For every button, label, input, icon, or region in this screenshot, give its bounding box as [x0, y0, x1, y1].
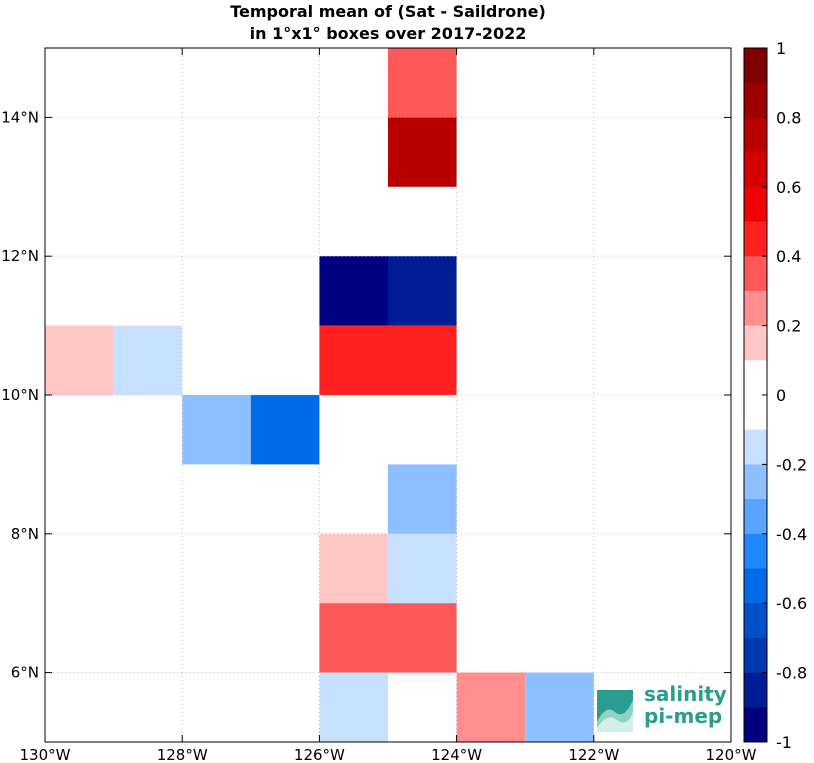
colorbar-segment — [744, 464, 767, 500]
colorbar-tick-label: -0.4 — [776, 525, 807, 544]
x-tick-label: 120°W — [706, 746, 757, 763]
colorbar-segment — [744, 429, 767, 465]
colorbar-segment — [744, 325, 767, 361]
x-tick-label: 126°W — [294, 746, 345, 763]
colorbar-segment — [744, 256, 767, 292]
x-tick-label: 122°W — [568, 746, 619, 763]
axis-ticks — [44, 48, 732, 742]
heatmap-cell — [388, 325, 457, 395]
heatmap-cell — [388, 117, 457, 187]
x-tick-labels: 130°W 128°W 126°W 124°W 122°W 120°W — [20, 746, 757, 763]
logo-text-salinity: salinity — [644, 682, 727, 706]
colorbar-tick-label: -1 — [776, 733, 792, 752]
colorbar-tick-label: -0.2 — [776, 455, 807, 474]
heatmap-cell — [388, 533, 457, 604]
heatmap-cell — [388, 256, 457, 326]
heatmap-cell — [456, 672, 526, 742]
chart-title-line-2: in 1°x1° boxes over 2017-2022 — [250, 24, 527, 43]
heatmap-cell — [113, 325, 183, 395]
y-tick-label: 10°N — [1, 386, 39, 404]
y-tick-label: 8°N — [11, 525, 39, 543]
heatmap-cell — [319, 533, 388, 604]
colorbar-segment — [744, 533, 767, 569]
heatmap-cell — [182, 395, 251, 465]
colorbar-segment — [744, 290, 767, 326]
colorbar-tick-label: -0.6 — [776, 594, 807, 613]
heatmap-cell — [525, 672, 594, 742]
colorbar: 1 0.8 0.6 0.4 0.2 0 -0.2 -0.4 -0.6 -0.8 -1 — [743, 39, 807, 752]
colorbar-segment — [744, 603, 767, 639]
logo-wave-icon — [597, 690, 633, 732]
heatmap-cell — [388, 48, 457, 118]
colorbar-segment — [744, 186, 767, 222]
heatmap-cell — [388, 603, 457, 673]
chart-title-line-1: Temporal mean of (Sat - Saildrone) — [230, 2, 546, 21]
x-tick-label: 124°W — [431, 746, 482, 763]
colorbar-tick-label: 0.6 — [776, 178, 801, 197]
y-tick-label: 6°N — [11, 664, 39, 682]
colorbar-tick-label: 0 — [776, 386, 786, 405]
chart-title: Temporal mean of (Sat - Saildrone) in 1°… — [230, 2, 546, 43]
heatmap-cell — [319, 603, 388, 673]
colorbar-segment — [744, 672, 767, 708]
colorbar-segment — [744, 568, 767, 604]
y-tick-label: 14°N — [1, 108, 39, 126]
colorbar-segment — [744, 499, 767, 535]
heatmap-cell — [319, 325, 388, 395]
heatmap-cell — [388, 464, 457, 534]
colorbar-segment — [744, 82, 767, 118]
salinity-pi-mep-logo: salinity pi-mep — [597, 682, 727, 732]
colorbar-tick-label: 0.8 — [776, 108, 801, 127]
heatmap-cell — [319, 672, 388, 742]
colorbar-segment — [744, 360, 767, 396]
logo-text-pi-mep: pi-mep — [644, 704, 722, 728]
colorbar-tick-label: -0.8 — [776, 664, 807, 683]
colorbar-segment — [744, 395, 767, 430]
x-tick-label: 130°W — [20, 746, 71, 763]
x-tick-label: 128°W — [157, 746, 208, 763]
y-tick-label: 12°N — [1, 247, 39, 265]
y-tick-labels: 6°N 8°N 10°N 12°N 14°N — [1, 108, 39, 681]
colorbar-tick-label: 1 — [776, 39, 786, 58]
colorbar-tick-label: 0.4 — [776, 247, 801, 266]
heatmap-cell — [45, 325, 114, 395]
colorbar-segment — [744, 48, 767, 83]
colorbar-segment — [744, 221, 767, 257]
colorbar-segment — [744, 152, 767, 188]
heatmap-cell — [319, 256, 388, 326]
heatmap-cells — [45, 48, 594, 742]
colorbar-segment — [744, 707, 767, 743]
colorbar-tick-label: 0.2 — [776, 317, 801, 336]
heatmap-cell — [250, 395, 320, 465]
colorbar-segment — [744, 637, 767, 673]
colorbar-segment — [744, 117, 767, 153]
